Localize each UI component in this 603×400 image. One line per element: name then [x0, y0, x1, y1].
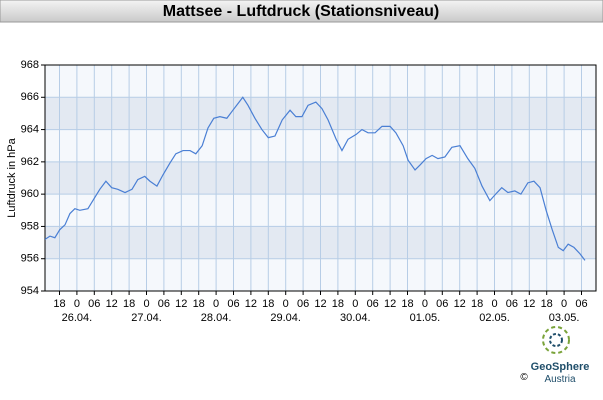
x-tick-label: 06: [297, 298, 309, 310]
date-label: 01.05.: [410, 312, 441, 324]
date-label: 27.04.: [131, 312, 162, 324]
x-tick-label: 18: [401, 298, 413, 310]
y-axis-label: Luftdruck in hPa: [6, 137, 18, 217]
data-line: [44, 96, 586, 261]
date-label: 03.05.: [549, 312, 580, 324]
x-tick-label: 12: [106, 298, 118, 310]
plot: 18 0 06 12 18 0 06 12 18 0 06 12 18 0 06 12 18 0 06 12 18 0 06…: [21, 59, 597, 324]
y-tick-label: 954: [21, 285, 39, 297]
x-tick-label: 18: [471, 298, 483, 310]
logo-mark: [542, 326, 570, 354]
title-bar: [0, 0, 603, 23]
x-tick-label: 18: [541, 298, 553, 310]
x-tick-label: 06: [88, 298, 100, 310]
x-tick-label: 18: [193, 298, 205, 310]
x-tick-label: 0: [213, 298, 219, 310]
plot-frame: [44, 64, 597, 292]
x-tick-label: 12: [245, 298, 257, 310]
y-tick-label: 960: [21, 188, 39, 200]
copyright: ©: [520, 372, 528, 383]
x-tick-label: 0: [283, 298, 289, 310]
x-tick-label: 18: [123, 298, 135, 310]
date-label: 28.04.: [201, 312, 232, 324]
x-tick-label: 0: [74, 298, 80, 310]
x-tick-label: 0: [352, 298, 358, 310]
x-tick-label: 06: [436, 298, 448, 310]
date-label: 30.04.: [340, 312, 371, 324]
date-label: 26.04.: [62, 312, 93, 324]
logo-mark: [549, 333, 563, 347]
x-tick-label: 12: [523, 298, 535, 310]
logo-country: Austria: [544, 374, 576, 385]
x-tick-label: 12: [175, 298, 187, 310]
x-tick-label: 06: [575, 298, 587, 310]
y-tick-label: 962: [21, 156, 39, 168]
date-label: 29.04.: [270, 312, 301, 324]
y-tick-label: 958: [21, 220, 39, 232]
y-tick-label: 968: [21, 59, 39, 71]
logo-name: GeoSphere: [531, 361, 590, 373]
x-tick-label: 06: [227, 298, 239, 310]
x-tick-label: 18: [53, 298, 65, 310]
x-tick-label: 0: [422, 298, 428, 310]
y-tick-label: 966: [21, 91, 39, 103]
date-label: 02.05.: [479, 312, 510, 324]
x-tick-label: 0: [491, 298, 497, 310]
x-tick-label: 18: [262, 298, 274, 310]
chart-title: Mattsee - Luftdruck (Stationsniveau): [163, 3, 439, 20]
x-tick-label: 0: [561, 298, 567, 310]
logo: GeoSphere Austria ©: [520, 326, 590, 385]
y-tick-label: 956: [21, 253, 39, 265]
x-tick-label: 06: [506, 298, 518, 310]
y-tick-label: 964: [21, 123, 39, 135]
x-tick-label: 18: [332, 298, 344, 310]
x-tick-label: 0: [143, 298, 149, 310]
x-tick-label: 12: [384, 298, 396, 310]
x-tick-label: 06: [367, 298, 379, 310]
x-tick-label: 12: [454, 298, 466, 310]
x-tick-label: 12: [314, 298, 326, 310]
x-tick-label: 06: [158, 298, 170, 310]
